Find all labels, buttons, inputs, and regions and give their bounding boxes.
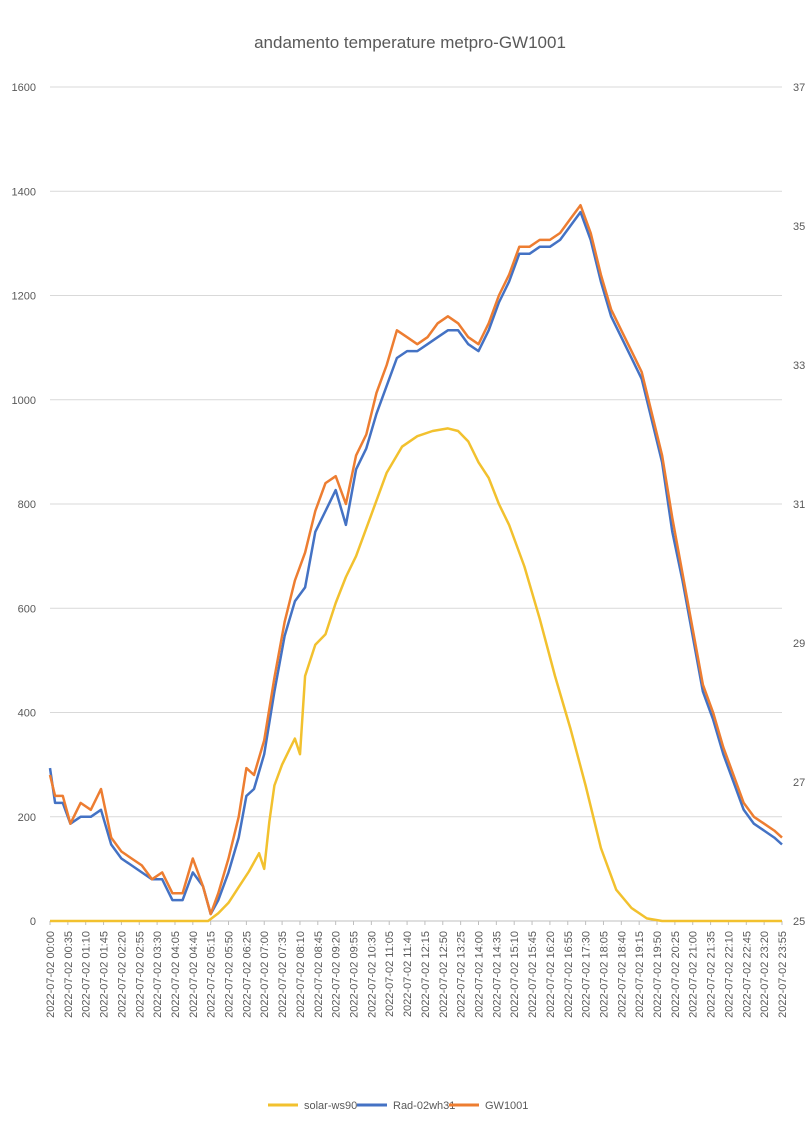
y-right-tick-label: 37: [793, 82, 805, 94]
x-tick-label: 2022-07-02 22:45: [741, 931, 753, 1018]
x-tick-label: 2022-07-02 01:10: [81, 931, 93, 1018]
y-left-tick-label: 0: [30, 916, 36, 928]
x-tick-label: 2022-07-02 08:10: [295, 931, 307, 1018]
x-tick-label: 2022-07-02 07:00: [259, 931, 271, 1018]
y-left-tick-label: 400: [18, 708, 36, 720]
x-tick-label: 2022-07-02 16:20: [545, 931, 557, 1018]
x-tick-label: 2022-07-02 15:45: [527, 931, 539, 1018]
x-tick-label: 2022-07-02 08:45: [313, 931, 325, 1018]
series-line-solar-ws90: [50, 427, 782, 923]
x-tick-label: 2022-07-02 14:00: [473, 931, 485, 1018]
x-tick-label: 2022-07-02 21:00: [688, 931, 700, 1018]
y-left-tick-label: 1000: [12, 395, 36, 407]
y-left-tick-label: 800: [18, 499, 36, 511]
x-tick-label: 2022-07-02 21:35: [706, 931, 718, 1018]
y-left-tick-label: 600: [18, 603, 36, 615]
y-left-tick-label: 200: [18, 812, 36, 824]
x-tick-label: 2022-07-02 22:10: [723, 931, 735, 1018]
x-tick-label: 2022-07-02 07:35: [277, 931, 289, 1018]
x-tick-label: 2022-07-02 19:50: [652, 931, 664, 1018]
x-tick-label: 2022-07-02 19:15: [634, 931, 646, 1018]
x-tick-label: 2022-07-02 23:55: [777, 931, 789, 1018]
x-tick-label: 2022-07-02 20:25: [670, 931, 682, 1018]
series-line-gw1001: [48, 203, 783, 916]
x-tick-label: 2022-07-02 10:30: [366, 931, 378, 1018]
series-lines: [48, 203, 783, 923]
x-tick-label: 2022-07-02 02:55: [134, 931, 146, 1018]
x-tick-label: 2022-07-02 05:50: [224, 931, 236, 1018]
right-y-axis: 25 27 29 31 33 35 37: [793, 82, 805, 928]
y-right-tick-label: 27: [793, 777, 805, 789]
x-tick-label: 2022-07-02 04:40: [188, 931, 200, 1018]
x-tick-label: 2022-07-02 04:05: [170, 931, 182, 1018]
x-tick-label: 2022-07-02 12:50: [438, 931, 450, 1018]
y-right-tick-label: 25: [793, 916, 805, 928]
y-left-tick-label: 1600: [12, 82, 36, 94]
y-left-tick-label: 1400: [12, 186, 36, 198]
x-axis: 2022-07-02 00:00 2022-07-02 00:35 2022-07-…: [45, 921, 789, 1018]
gridlines: [50, 86, 782, 922]
x-tick-label: 2022-07-02 18:40: [616, 931, 628, 1018]
x-tick-label: 2022-07-02 02:20: [116, 931, 128, 1018]
x-tick-label: 2022-07-02 16:55: [563, 931, 575, 1018]
y-right-tick-label: 35: [793, 221, 805, 233]
legend-label: solar-ws90: [304, 1100, 357, 1112]
y-right-tick-label: 29: [793, 638, 805, 650]
x-tick-label: 2022-07-02 00:35: [63, 931, 75, 1018]
x-tick-label: 2022-07-02 12:15: [420, 931, 432, 1018]
chart-title: andamento temperature metpro-GW1001: [254, 33, 566, 52]
x-tick-label: 2022-07-02 13:25: [456, 931, 468, 1018]
legend: solar-ws90 Rad-02wh31 GW1001: [268, 1100, 528, 1112]
x-tick-label: 2022-07-02 17:30: [581, 931, 593, 1018]
x-tick-label: 2022-07-02 00:00: [45, 931, 57, 1018]
left-y-axis: 0 200 400 600 800 1000 1200 1400 1600: [12, 82, 36, 928]
x-tick-label: 2022-07-02 14:35: [491, 931, 503, 1018]
y-left-tick-label: 1200: [12, 291, 36, 303]
x-tick-label: 2022-07-02 11:05: [384, 931, 396, 1017]
x-tick-label: 2022-07-02 18:05: [598, 931, 610, 1018]
y-right-tick-label: 31: [793, 499, 805, 511]
x-tick-label: 2022-07-02 03:30: [152, 931, 164, 1018]
legend-label: Rad-02wh31: [393, 1100, 455, 1112]
x-tick-label: 2022-07-02 15:10: [509, 931, 521, 1018]
series-line-rad-02wh31: [48, 210, 783, 916]
x-tick-label: 2022-07-02 23:20: [759, 931, 771, 1018]
x-tick-label: 2022-07-02 09:20: [331, 931, 343, 1018]
y-right-tick-label: 33: [793, 360, 805, 372]
x-tick-label: 2022-07-02 01:45: [99, 931, 111, 1018]
legend-label: GW1001: [485, 1100, 528, 1112]
x-tick-label: 2022-07-02 09:55: [349, 931, 361, 1018]
x-tick-label: 2022-07-02 05:15: [206, 931, 218, 1018]
x-tick-label: 2022-07-02 11:40: [402, 931, 414, 1017]
x-tick-label: 2022-07-02 06:25: [241, 931, 253, 1018]
